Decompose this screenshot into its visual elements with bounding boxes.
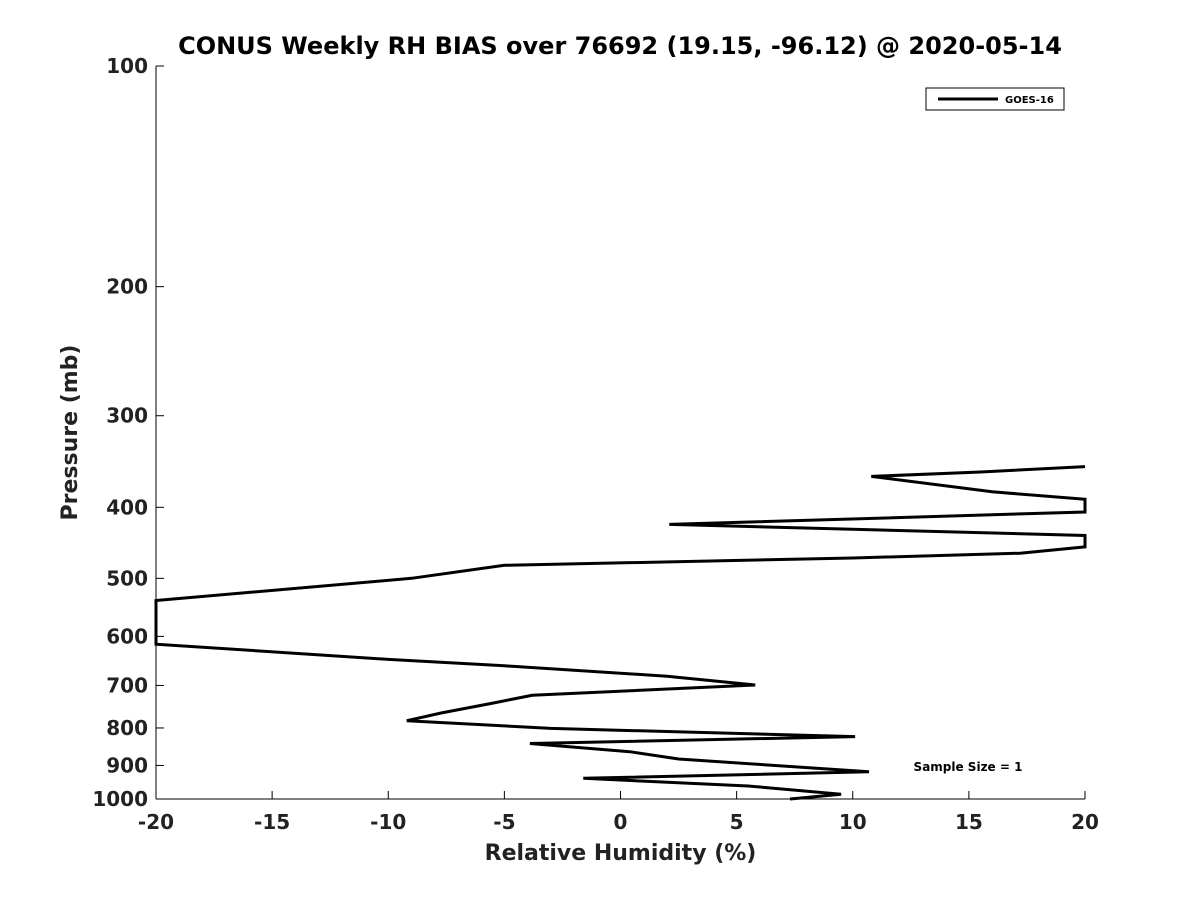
x-tick-label: -15 <box>254 810 290 834</box>
x-tick-label: 5 <box>730 810 744 834</box>
x-tick-label: 0 <box>614 810 628 834</box>
y-tick-label: 500 <box>106 566 148 590</box>
legend-entry-label: GOES-16 <box>1005 95 1054 106</box>
x-tick-label: -5 <box>493 810 515 834</box>
y-tick-label: 1000 <box>92 787 148 811</box>
legend: GOES-16 <box>925 87 1065 111</box>
sample-size-annotation: Sample Size = 1 <box>914 760 1023 774</box>
y-tick-label: 200 <box>106 275 148 299</box>
y-tick-label: 300 <box>106 404 148 428</box>
plot-area <box>154 465 1087 801</box>
series-line-goes-16 <box>154 465 1087 801</box>
x-tick-label: -20 <box>138 810 174 834</box>
y-tick-label: 900 <box>106 753 148 777</box>
chart-title: CONUS Weekly RH BIAS over 76692 (19.15, … <box>178 32 1062 60</box>
x-tick-label: -10 <box>370 810 406 834</box>
x-tick-label: 20 <box>1071 810 1099 834</box>
x-tick-label: 10 <box>839 810 867 834</box>
y-axis-label: Pressure (mb) <box>58 345 83 521</box>
y-tick-label: 100 <box>106 54 148 78</box>
y-tick-label: 600 <box>106 624 148 648</box>
y-tick-label: 800 <box>106 716 148 740</box>
axes: -20 -15 -10 -5 0 5 10 15 20 100 200 300 400 500 600 700… <box>92 54 1099 834</box>
y-tick-label: 700 <box>106 673 148 697</box>
x-tick-label: 15 <box>955 810 983 834</box>
x-axis-label: Relative Humidity (%) <box>485 841 757 866</box>
y-tick-label: 400 <box>106 495 148 519</box>
